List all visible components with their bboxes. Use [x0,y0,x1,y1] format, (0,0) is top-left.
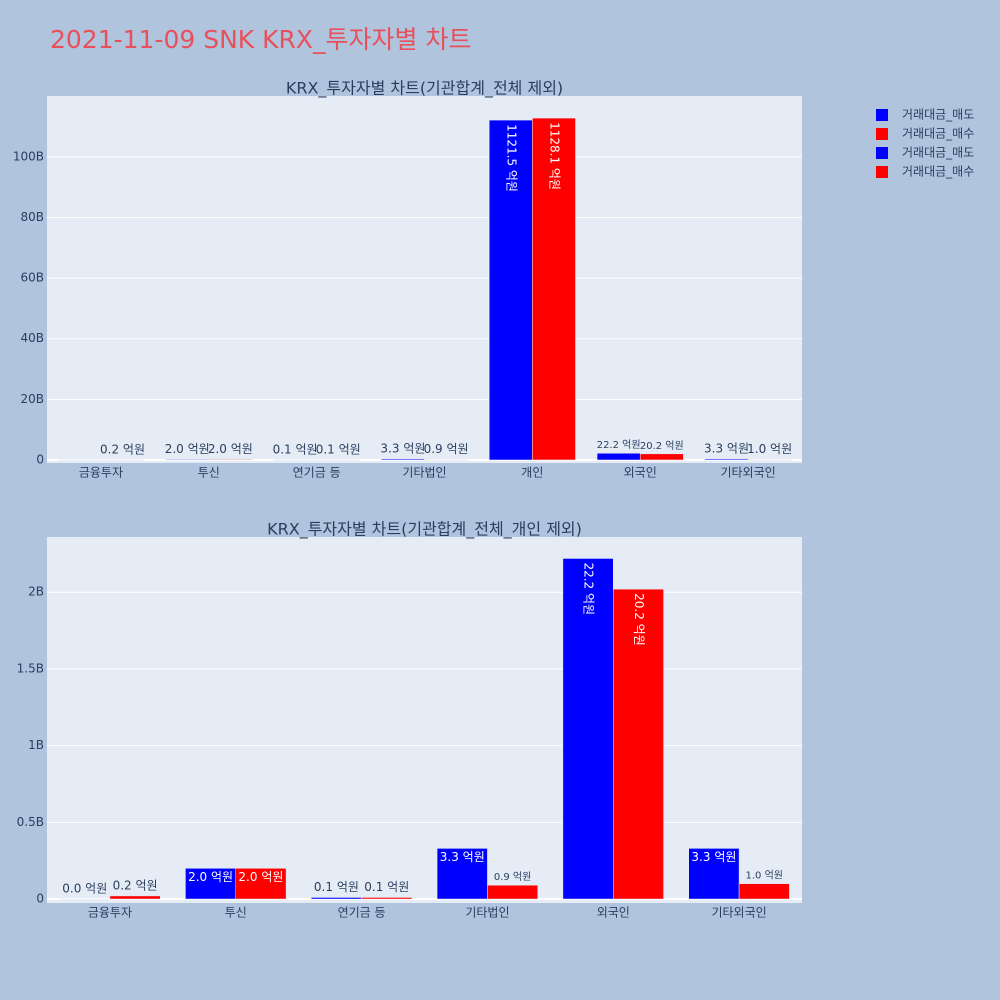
bar [235,868,287,900]
x-tick-label: 기타법인 [465,906,509,920]
bar [57,459,102,461]
y-tick-label: 100B [13,149,44,163]
bar [185,868,237,900]
x-tick-label: 금융투자 [88,906,132,920]
x-tick-label: 기타외국인 [711,906,766,920]
value-label: 1128.1 억원 [547,122,561,190]
y-tick-label: 0.5B [17,815,44,829]
x-tick-label: 개인 [521,466,543,480]
bar [316,459,361,461]
value-label: 20.2 억원 [632,593,646,646]
x-tick-label: 외국인 [624,466,657,480]
bar [165,459,210,461]
page-title: 2021-11-09 SNK KRX_투자자별 차트 [50,25,472,54]
value-label: 2.0 억원 [165,442,210,456]
legend-swatch[interactable] [876,128,888,140]
bar [273,459,317,461]
bar [639,453,684,461]
y-tick-label: 1.5B [17,661,44,675]
legend-swatch[interactable] [876,166,888,178]
value-label: 1.0 억원 [746,870,783,882]
value-label: 0.1 억원 [314,880,359,894]
value-label: 3.3 억원 [440,850,485,864]
bar [109,895,161,900]
x-tick-label: 외국인 [597,906,630,920]
y-tick-label: 1B [28,738,44,752]
legend-label[interactable]: 거래대금_매도 [902,146,974,160]
bar [311,897,362,900]
value-label: 1121.5 억원 [504,124,518,192]
x-tick-label: 투신 [198,466,220,480]
bar [704,458,749,461]
y-tick-label: 80B [20,210,44,224]
x-tick-label: 연기금 등 [338,906,386,920]
bar [424,459,468,461]
value-label: 2.0 억원 [208,442,253,456]
value-label: 20.2 억원 [640,440,684,452]
value-label: 0.1 억원 [316,442,361,456]
y-tick-label: 0 [36,892,44,906]
legend-swatch[interactable] [876,147,888,159]
bar [381,458,425,461]
value-label: 0.2 억원 [100,442,145,456]
bar [596,452,641,461]
plot-area [47,96,802,463]
value-label: 22.2 억원 [582,562,596,615]
value-label: 3.3 억원 [691,850,736,864]
x-tick-label: 기타법인 [402,466,446,480]
x-tick-label: 금융투자 [79,466,123,480]
bar [747,459,792,461]
bar [688,848,740,900]
chart-title: KRX_투자자별 차트(기관합계_전체 제외) [286,79,563,99]
bar [532,117,576,461]
x-tick-label: 기타외국인 [720,466,775,480]
bar [738,883,790,900]
x-tick-label: 연기금 등 [293,466,341,480]
value-label: 22.2 억원 [597,439,641,451]
bar [59,898,111,900]
y-tick-label: 2B [28,585,44,599]
legend-swatch[interactable] [876,109,888,121]
legend-label[interactable]: 거래대금_매도 [902,108,974,122]
plot-area [47,537,802,903]
x-tick-label: 투신 [225,906,247,920]
value-label: 3.3 억원 [704,441,749,455]
value-label: 2.0 억원 [238,870,283,884]
bar [361,897,413,900]
value-label: 0.9 억원 [494,871,531,883]
bar [487,884,538,900]
bar [208,459,253,461]
y-tick-label: 60B [20,271,44,285]
chart-title: KRX_투자자별 차트(기관합계_전체_개인 제외) [267,520,582,540]
legend-label[interactable]: 거래대금_매수 [902,127,974,141]
value-label: 1.0 억원 [747,442,792,456]
y-tick-label: 40B [20,331,44,345]
value-label: 0.9 억원 [424,442,469,456]
legend-label[interactable]: 거래대금_매수 [902,165,974,179]
bar [100,459,145,461]
y-tick-label: 20B [20,392,44,406]
value-label: 0.1 억원 [273,442,318,456]
value-label: 3.3 억원 [380,441,425,455]
y-tick-label: 0 [36,452,44,466]
value-label: 2.0 억원 [188,870,233,884]
value-label: 0.0 억원 [62,882,107,896]
value-label: 0.2 억원 [113,878,158,892]
bar [436,848,488,900]
value-label: 0.1 억원 [364,880,409,894]
bar [562,558,614,900]
bar [613,588,664,900]
